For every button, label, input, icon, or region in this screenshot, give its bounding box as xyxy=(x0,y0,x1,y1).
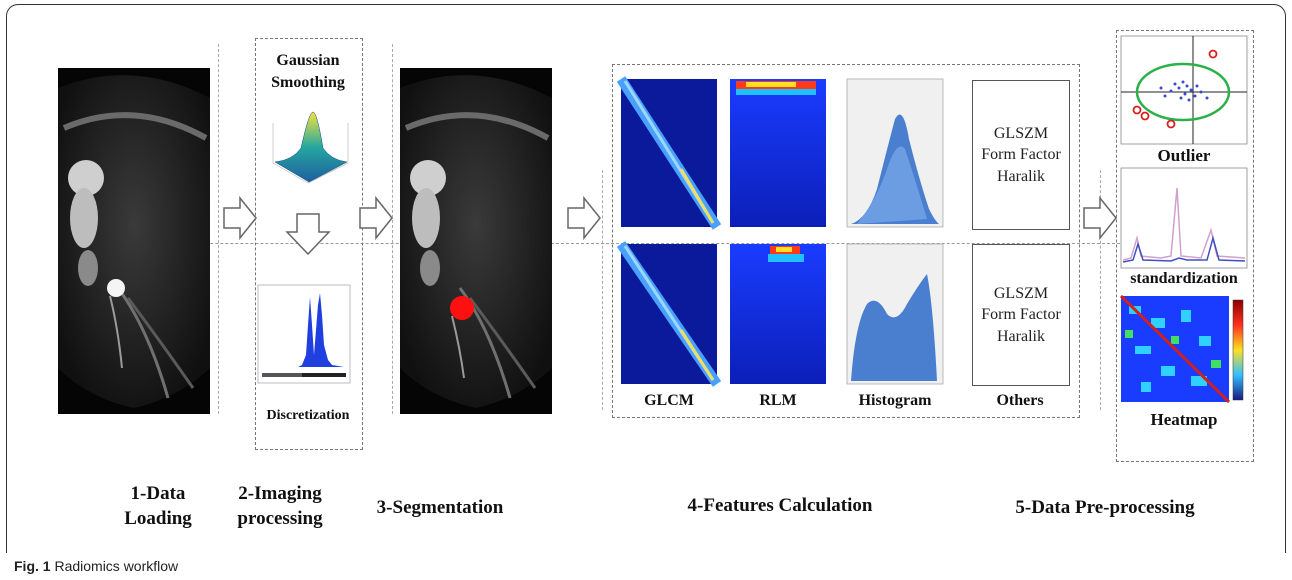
glcm-label: GLCM xyxy=(644,392,694,409)
outlier-label: Outlier xyxy=(1157,146,1211,165)
step-1-line-2: Loading xyxy=(124,507,192,529)
features-box xyxy=(612,64,1080,418)
arrow-right-3 xyxy=(567,195,601,241)
gaussian-label: Gaussian Smoothing xyxy=(271,52,345,91)
histogram-top xyxy=(846,78,944,228)
separator-2 xyxy=(392,44,393,414)
heatmap-label: Heatmap xyxy=(1150,410,1218,429)
others-bottom-line-3: Haralik xyxy=(997,327,1045,345)
caption-fig-number: Fig. 1 xyxy=(14,558,51,574)
standardization-plot xyxy=(1120,167,1248,269)
caption-text: Radiomics workflow xyxy=(54,558,179,574)
figure-caption: Fig. 1 Radiomics workflow xyxy=(14,558,178,574)
segmentation-mask xyxy=(450,296,474,320)
midline xyxy=(60,243,1120,244)
step-5-label: 5-Data Pre-processing xyxy=(1015,497,1195,518)
separator-3 xyxy=(602,170,603,410)
figure-frame xyxy=(6,4,1286,553)
discretization-label: Discretization xyxy=(266,408,350,423)
histogram-bottom xyxy=(846,243,944,385)
step-2-label: 2-Imaging processing xyxy=(220,482,340,531)
others-bottom-line-1: GLSZM xyxy=(993,284,1049,302)
rlm-map-bottom xyxy=(730,244,826,384)
others-top-line-3: Haralik xyxy=(997,167,1045,185)
glcm-map-top xyxy=(616,76,722,230)
others-box-top: GLSZM Form Factor Haralik xyxy=(972,80,1070,230)
others-box-bottom: GLSZM Form Factor Haralik xyxy=(972,244,1070,386)
imaging-processing-box xyxy=(255,38,363,450)
mri-image-loading xyxy=(58,68,210,414)
step-2-line-2: processing xyxy=(237,507,323,529)
others-bottom-line-2: Form Factor xyxy=(981,306,1061,324)
arrow-right-2 xyxy=(359,195,393,241)
outlier-plot xyxy=(1120,35,1248,145)
step-1-line-1: 1-Data xyxy=(130,483,186,504)
gaussian-surface-plot xyxy=(272,111,349,184)
separator-1 xyxy=(218,44,219,414)
arrow-down xyxy=(285,213,331,256)
glcm-map-bottom xyxy=(616,241,722,387)
preprocessing-box xyxy=(1116,30,1254,462)
rlm-map-top xyxy=(730,79,826,227)
mri-image-segmentation xyxy=(400,68,552,414)
others-top-line-1: GLSZM xyxy=(993,124,1049,142)
step-2-line-1: 2-Imaging xyxy=(238,483,322,504)
standardization-label: standardization xyxy=(1130,270,1238,287)
others-label: Others xyxy=(996,392,1044,409)
heatmap-plot xyxy=(1119,294,1244,404)
histogram-label: Histogram xyxy=(858,392,932,409)
rlm-label: RLM xyxy=(759,392,797,409)
arrow-right-1 xyxy=(223,195,257,241)
others-top-line-2: Form Factor xyxy=(981,146,1061,164)
discretization-histogram xyxy=(257,284,351,384)
step-4-label: 4-Features Calculation xyxy=(687,495,873,516)
arrow-right-4 xyxy=(1083,195,1117,241)
step-3-label: 3-Segmentation xyxy=(376,497,504,518)
step-1-label: 1-Data Loading xyxy=(108,482,208,531)
separator-4 xyxy=(1100,170,1101,410)
gaussian-title: Gaussian Smoothing xyxy=(255,50,361,93)
